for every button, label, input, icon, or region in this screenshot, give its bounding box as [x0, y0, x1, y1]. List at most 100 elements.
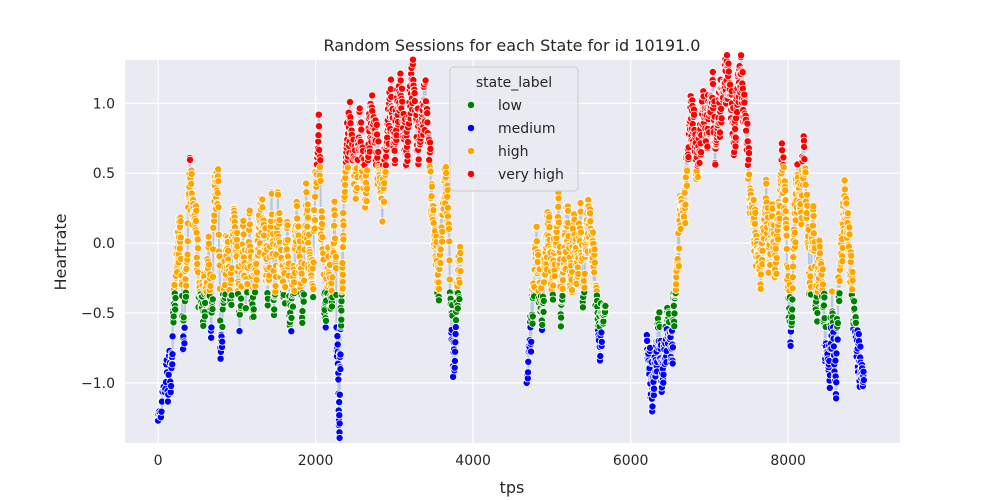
data-point — [576, 198, 585, 207]
data-point — [534, 250, 543, 259]
data-point — [241, 304, 250, 313]
x-axis-label: tps — [500, 478, 525, 497]
data-point — [756, 270, 765, 279]
data-point — [832, 378, 841, 387]
y-tick-label: −1.0 — [81, 376, 115, 392]
x-tick-label: 2000 — [298, 453, 334, 469]
data-point — [788, 305, 797, 314]
data-point — [809, 229, 818, 238]
data-point — [315, 145, 324, 154]
data-point — [427, 182, 436, 191]
legend-marker-very-high — [467, 170, 475, 178]
data-point — [682, 181, 691, 190]
data-point — [580, 283, 589, 292]
data-point — [801, 168, 810, 177]
data-point — [168, 332, 177, 341]
data-point — [199, 321, 208, 330]
data-point — [745, 149, 754, 158]
data-point — [300, 276, 309, 285]
chart-title: Random Sessions for each State for id 10… — [324, 36, 701, 55]
data-point — [204, 239, 213, 248]
data-point — [398, 97, 407, 106]
data-point — [554, 218, 563, 227]
data-point — [309, 258, 318, 267]
data-point — [310, 215, 319, 224]
data-point — [586, 209, 595, 218]
data-point — [214, 230, 223, 239]
data-point — [249, 312, 258, 321]
data-point — [851, 318, 860, 327]
data-point — [781, 196, 790, 205]
data-point — [379, 197, 388, 206]
data-point — [681, 200, 690, 209]
data-point — [554, 202, 563, 211]
data-point — [192, 206, 201, 215]
data-point — [289, 278, 298, 287]
data-point — [444, 224, 453, 233]
data-point — [833, 319, 842, 328]
data-point — [310, 224, 319, 233]
data-point — [856, 342, 865, 351]
data-point — [456, 267, 465, 276]
data-point — [390, 155, 399, 164]
data-point — [414, 155, 423, 164]
data-point — [365, 147, 374, 156]
data-point — [711, 160, 720, 169]
data-point — [737, 51, 746, 60]
legend: state_label low medium high very high — [449, 66, 579, 192]
data-point — [726, 80, 735, 89]
data-point — [157, 407, 166, 416]
data-point — [397, 84, 406, 93]
data-point — [564, 206, 573, 215]
data-point — [524, 357, 533, 366]
legend-label-very-high: very high — [498, 167, 564, 183]
data-point — [299, 290, 308, 299]
data-point — [351, 194, 360, 203]
data-point — [788, 295, 797, 304]
data-point — [724, 67, 733, 76]
data-point — [558, 276, 567, 285]
data-point — [214, 165, 223, 174]
data-point — [835, 277, 844, 286]
data-point — [330, 211, 339, 220]
data-point — [205, 260, 214, 269]
data-point — [781, 207, 790, 216]
data-point — [558, 291, 567, 300]
data-point — [163, 397, 172, 406]
data-point — [314, 110, 323, 119]
data-point — [848, 285, 857, 294]
data-point — [744, 155, 753, 164]
data-point — [845, 230, 854, 239]
data-point — [427, 192, 436, 201]
data-point — [684, 153, 693, 162]
data-point — [309, 293, 318, 302]
data-point — [779, 153, 788, 162]
data-point — [239, 230, 248, 239]
y-axis-label: Heartrate — [51, 213, 70, 290]
data-point — [648, 402, 657, 411]
data-point — [206, 281, 215, 290]
data-point — [791, 238, 800, 247]
data-point — [410, 89, 419, 98]
data-point — [338, 284, 347, 293]
data-point — [204, 232, 213, 241]
data-point — [844, 209, 853, 218]
data-point — [771, 244, 780, 253]
data-point — [680, 188, 689, 197]
data-point — [374, 137, 383, 146]
data-point — [333, 332, 342, 341]
data-point — [790, 228, 799, 237]
data-point — [859, 367, 868, 376]
data-point — [800, 142, 809, 151]
data-point — [214, 177, 223, 186]
data-point — [451, 338, 460, 347]
data-point — [455, 278, 464, 287]
data-point — [381, 152, 390, 161]
data-point — [316, 156, 325, 165]
data-point — [528, 312, 537, 321]
y-tick-label: −0.5 — [81, 306, 115, 322]
data-point — [327, 302, 336, 311]
y-tick-label: 0.0 — [93, 236, 115, 252]
data-point — [328, 273, 337, 282]
data-point — [683, 166, 692, 175]
